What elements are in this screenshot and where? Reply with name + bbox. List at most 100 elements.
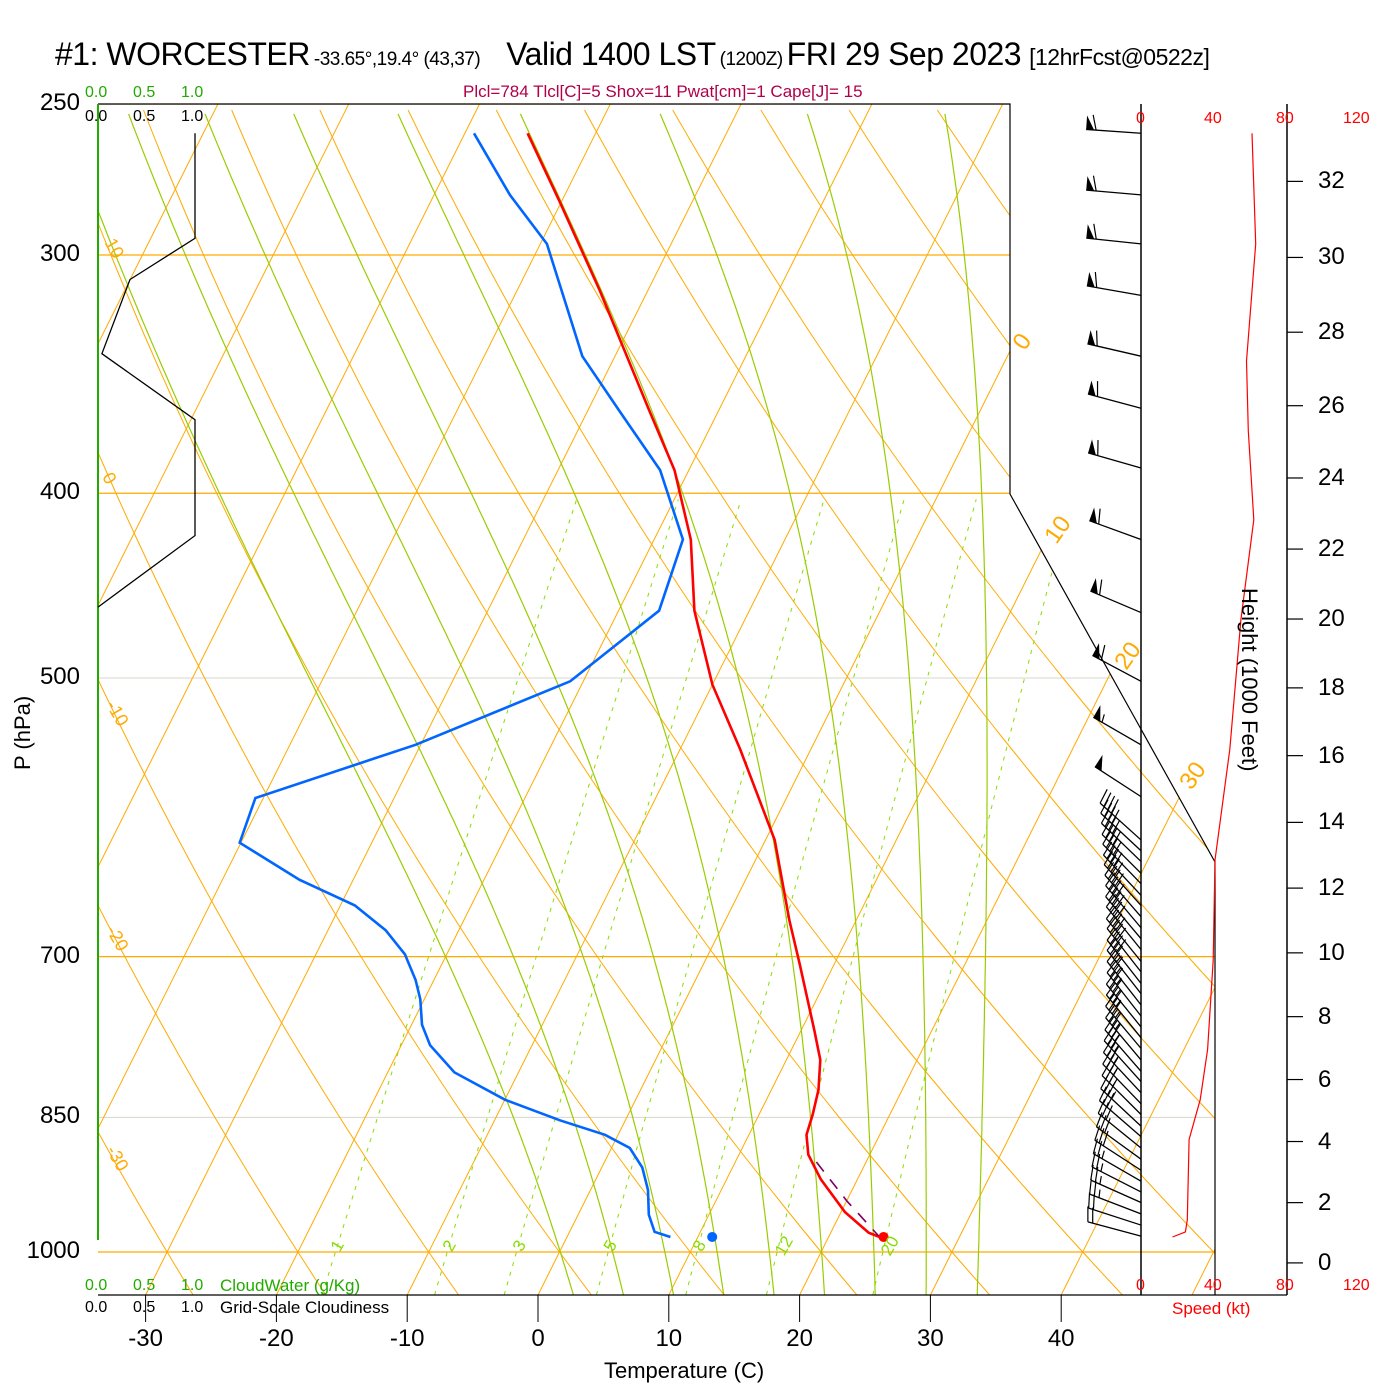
cloudiness-tick: 0.0 (85, 108, 108, 125)
barb-half (1111, 1091, 1117, 1100)
barb-full (1114, 895, 1125, 909)
dry-adiabat (1290, 110, 1400, 1295)
wind-barb (1105, 993, 1142, 1049)
pressure-tick-label: 250 (39, 89, 80, 116)
barb-full (1112, 967, 1124, 981)
barb-staff (1086, 189, 1142, 196)
isotherm (1191, 104, 1215, 1295)
height-tick-label: 16 (1318, 741, 1345, 769)
cloudiness-tick: 0.5 (133, 108, 156, 125)
barb-full (1105, 905, 1117, 919)
barb-full (1101, 1102, 1110, 1117)
dry-adiabat (1201, 109, 1215, 1295)
mixing-ratio-line (434, 499, 679, 1295)
barb-staff (1102, 1063, 1142, 1105)
wind-barb (1095, 1112, 1142, 1160)
mixing-ratio-line (503, 499, 742, 1295)
barb-full (1105, 993, 1116, 1007)
moist-adiabat (397, 113, 775, 1295)
barb-staff (1106, 949, 1142, 995)
barb-full (1105, 971, 1117, 985)
barb-full (1104, 1118, 1111, 1133)
barb-staff (1088, 1207, 1142, 1226)
mixing-ratio-line (765, 499, 977, 1295)
barb-full (1111, 819, 1121, 834)
barb-full (1106, 937, 1117, 951)
isotherm (1060, 104, 1215, 1295)
pressure-axis-label: P (hPa) (10, 695, 35, 770)
barb-full (1103, 1078, 1113, 1093)
barb-staff (1105, 1017, 1142, 1061)
barb-staff (1105, 994, 1142, 1039)
barb-staff (1104, 1029, 1142, 1072)
moist-adiabat (944, 113, 988, 1295)
barb-full (1112, 945, 1124, 959)
barb-full (1109, 909, 1120, 923)
barb-pennant (1086, 224, 1095, 239)
dry-adiabat (584, 109, 1215, 1295)
wind-barb (1104, 861, 1142, 918)
barb-staff (1087, 343, 1142, 357)
mixing-ratio-line (685, 499, 905, 1295)
cloudwater-tick: 0.0 (85, 84, 108, 101)
cloudiness-line (97, 133, 196, 608)
barb-staff (1103, 1040, 1142, 1083)
isotherm (799, 104, 1215, 1295)
barb-staff (1090, 1179, 1142, 1204)
forecast-info: [12hrFcst@0522z] (1029, 44, 1210, 70)
barb-full (1110, 869, 1121, 884)
barb-staff (1093, 716, 1142, 746)
cloudwater-tick: 0.5 (133, 84, 156, 101)
moist-adiabat (659, 113, 876, 1295)
barb-half (1115, 977, 1122, 985)
barb-full (1092, 1194, 1095, 1210)
barb-full (1110, 1034, 1120, 1049)
wind-barb (1106, 927, 1142, 984)
barb-pennant (1087, 330, 1096, 346)
barb-full (1099, 789, 1108, 804)
wind-barb (1088, 1192, 1142, 1226)
barb-full (1092, 1138, 1098, 1154)
barb-staff (1106, 972, 1142, 1017)
barb-staff (1087, 452, 1142, 469)
height-tick-label: 32 (1318, 167, 1345, 195)
moist-adiabat (204, 113, 675, 1295)
barb-staff (1106, 939, 1142, 984)
cloudiness-axis-label: Grid-Scale Cloudiness (220, 1298, 390, 1317)
height-tick-label: 0 (1318, 1248, 1332, 1276)
barb-full (1102, 830, 1112, 845)
isotherm (929, 104, 1215, 1295)
moist-adiabat (806, 113, 927, 1295)
barb-staff (1099, 802, 1142, 841)
moist-adiabat (98, 113, 574, 1295)
barb-pennant (1092, 643, 1100, 660)
cloudiness-tick: 0.5 (133, 1299, 156, 1316)
dry-adiabat (319, 109, 1123, 1295)
barb-staff (1105, 885, 1142, 929)
barb-full (1106, 959, 1117, 973)
barb-staff (1087, 393, 1142, 409)
barb-full (1107, 854, 1117, 869)
speed-tick: 80 (1276, 1277, 1294, 1294)
cloudiness-tick: 0.0 (85, 1299, 108, 1316)
isotherm (98, 104, 219, 1295)
barb-staff (1090, 590, 1142, 614)
dry-adiabat (407, 109, 1215, 1295)
barb-full (1106, 948, 1117, 962)
dry-adiabat (98, 109, 327, 1295)
barb-staff (1086, 237, 1142, 245)
barb-full (1110, 858, 1120, 873)
barb-full (1105, 982, 1117, 996)
wind-barb (1089, 1178, 1142, 1215)
barb-staff (1106, 961, 1142, 1006)
speed-tick: 120 (1343, 1277, 1370, 1294)
barb-full (1109, 848, 1120, 863)
barb-half (1098, 1189, 1101, 1198)
barb-staff (1106, 928, 1142, 973)
isotherm (98, 104, 611, 1295)
barb-full (1107, 1031, 1117, 1045)
barb-full (1093, 223, 1097, 240)
barb-full (1108, 1008, 1119, 1022)
cloudwater-axis-label: CloudWater (g/Kg) (220, 1276, 361, 1295)
